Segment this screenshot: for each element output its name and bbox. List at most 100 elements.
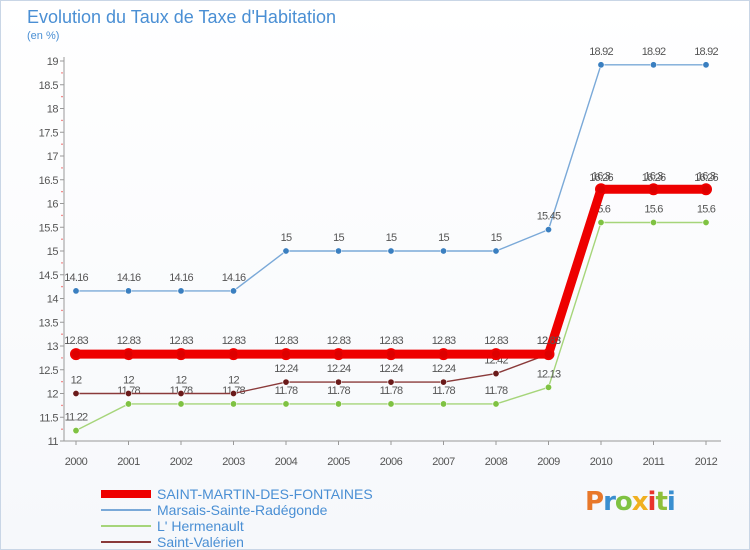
data-label-l-hermenault: 11.78 <box>275 385 298 397</box>
y-minor-tick <box>61 404 63 407</box>
data-label-l-hermenault: 11.78 <box>380 385 403 397</box>
x-tick-label: 2010 <box>590 456 613 468</box>
data-label-saint-valerien: 16.26 <box>589 172 613 184</box>
data-point-saint-martin-des-fontaines <box>595 183 607 196</box>
logo-letter: i <box>647 487 657 517</box>
data-point-saint-martin-des-fontaines <box>490 348 502 361</box>
logo-letter: x <box>631 487 649 517</box>
legend-swatch <box>101 525 151 527</box>
data-point-saint-martin-des-fontaines <box>175 348 187 361</box>
x-tick-label: 2012 <box>695 456 718 468</box>
data-point-l-hermenault <box>597 219 605 227</box>
x-tick-label: 2006 <box>380 456 403 468</box>
data-label-l-hermenault: 15.6 <box>697 204 716 216</box>
y-minor-tick <box>61 167 63 169</box>
data-point-l-hermenault <box>702 219 710 227</box>
data-point-saint-martin-des-fontaines <box>122 348 135 361</box>
data-label-saint-valerien: 12.24 <box>327 363 351 375</box>
data-point-l-hermenault <box>72 427 80 435</box>
data-label-l-hermenault: 11.78 <box>327 385 350 397</box>
data-label-saint-valerien: 12 <box>123 375 134 387</box>
data-label-saint-valerien: 12 <box>228 375 239 387</box>
data-label-saint-martin-des-fontaines: 16.3 <box>644 170 663 182</box>
legend-swatch <box>101 490 151 498</box>
legend-swatch <box>101 509 151 511</box>
data-label-l-hermenault: 11.78 <box>432 385 455 397</box>
legend-item: Marsais-Sainte-Radégonde <box>101 502 373 518</box>
x-tick-label: 2002 <box>170 456 193 468</box>
legend-swatch <box>101 541 151 543</box>
chart-title: Evolution du Taux de Taxe d'Habitation <box>27 7 336 27</box>
logo-letter: i <box>666 487 676 517</box>
data-label-saint-martin-des-fontaines: 12.83 <box>64 335 88 347</box>
data-label-saint-valerien: 12 <box>176 375 187 387</box>
data-point-l-hermenault <box>282 400 290 408</box>
data-label-marsais-sainte-radegonde: 15.45 <box>537 211 561 223</box>
data-label-saint-martin-des-fontaines: 16.3 <box>697 170 716 182</box>
y-tick-label: 15 <box>47 246 59 258</box>
y-minor-tick <box>61 238 63 240</box>
y-tick-label: 14.5 <box>39 270 59 282</box>
y-tick-label: 13 <box>47 341 59 353</box>
data-point-l-hermenault <box>649 219 657 227</box>
data-point-saint-valerien <box>125 389 133 397</box>
data-point-marsais-sainte-radegonde <box>544 226 552 234</box>
data-point-saint-valerien <box>230 389 238 397</box>
data-label-marsais-sainte-radegonde: 15 <box>281 232 292 244</box>
x-tick-label: 2008 <box>485 456 508 468</box>
y-minor-tick <box>61 309 63 312</box>
data-point-saint-valerien <box>387 378 395 386</box>
data-point-l-hermenault <box>492 400 500 408</box>
legend-item: Saint-Valérien <box>101 534 373 550</box>
data-point-marsais-sainte-radegonde <box>492 247 500 255</box>
legend-label: L' Hermenault <box>157 518 244 534</box>
y-tick-label: 17.5 <box>39 127 59 139</box>
y-minor-tick <box>61 428 63 430</box>
x-tick-label: 2004 <box>275 456 298 468</box>
logo-letter: P <box>585 487 604 517</box>
y-minor-tick <box>61 262 63 264</box>
data-point-saint-valerien <box>177 389 185 397</box>
data-label-saint-martin-des-fontaines: 12.83 <box>117 335 141 347</box>
y-tick-label: 19 <box>47 56 59 68</box>
y-minor-tick <box>61 285 63 288</box>
data-label-l-hermenault: 12.13 <box>537 368 561 380</box>
data-point-saint-martin-des-fontaines <box>227 348 240 361</box>
data-point-l-hermenault <box>544 383 552 391</box>
y-tick-label: 11 <box>48 436 59 448</box>
data-label-saint-martin-des-fontaines: 12.83 <box>327 335 351 347</box>
legend-item: SAINT-MARTIN-DES-FONTAINES <box>101 486 373 502</box>
data-point-l-hermenault <box>334 400 342 408</box>
data-label-saint-martin-des-fontaines: 12.83 <box>169 335 193 347</box>
data-label-marsais-sainte-radegonde: 14.16 <box>169 272 193 284</box>
data-point-marsais-sainte-radegonde <box>649 61 657 69</box>
data-point-l-hermenault <box>387 400 395 408</box>
y-minor-tick <box>61 214 63 217</box>
chart-unit: (en %) <box>27 30 60 42</box>
y-minor-tick <box>61 143 63 145</box>
y-minor-tick <box>61 357 63 359</box>
legend-item: L' Hermenault <box>101 518 373 534</box>
y-minor-tick <box>61 190 63 193</box>
data-label-marsais-sainte-radegonde: 18.92 <box>694 46 718 58</box>
y-minor-tick <box>61 119 63 122</box>
data-label-marsais-sainte-radegonde: 14.16 <box>117 272 141 284</box>
y-tick-label: 16 <box>47 199 59 211</box>
y-tick-label: 13.5 <box>39 317 59 329</box>
data-point-saint-martin-des-fontaines <box>437 348 450 361</box>
data-label-saint-martin-des-fontaines: 12.83 <box>379 335 403 347</box>
data-point-marsais-sainte-radegonde <box>439 247 447 255</box>
data-point-l-hermenault <box>439 400 447 408</box>
data-label-marsais-sainte-radegonde: 15 <box>491 232 502 244</box>
y-tick-label: 16.5 <box>39 175 59 187</box>
y-tick-label: 14 <box>47 294 59 306</box>
data-point-marsais-sainte-radegonde <box>282 247 290 255</box>
y-minor-tick <box>61 95 63 98</box>
y-minor-tick <box>61 380 63 383</box>
data-label-marsais-sainte-radegonde: 14.16 <box>222 272 246 284</box>
data-label-marsais-sainte-radegonde: 15 <box>438 232 449 244</box>
y-tick-label: 12 <box>47 389 59 401</box>
data-label-l-hermenault: 11.22 <box>65 412 88 424</box>
